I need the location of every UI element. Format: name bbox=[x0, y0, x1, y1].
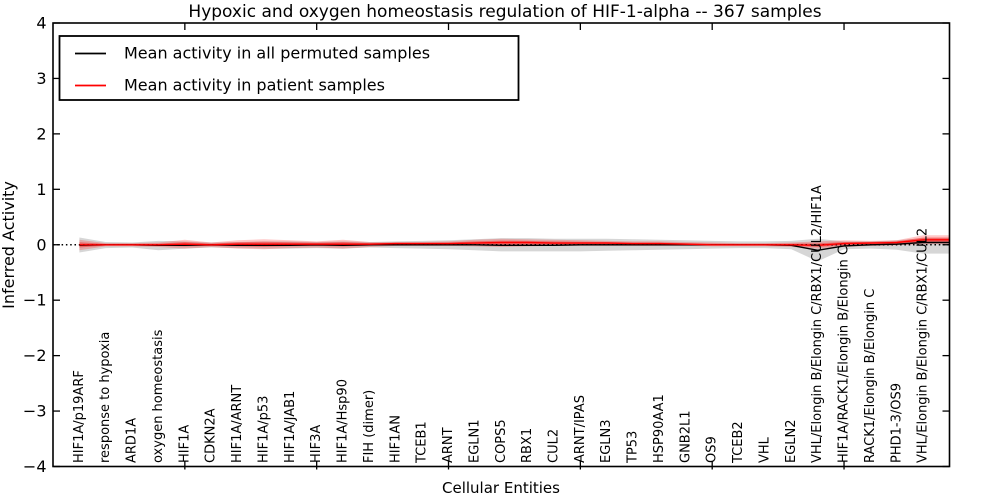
legend-label-patient: Mean activity in patient samples bbox=[124, 76, 385, 95]
x-category-label: ARNT/IPAS bbox=[573, 395, 588, 463]
x-category-label: VHL/Elongin B/Elongin C/RBX1/CUL2/HIF1A bbox=[810, 185, 825, 463]
x-category-label: EGLN2 bbox=[784, 419, 799, 463]
y-tick-label: −3 bbox=[23, 402, 47, 421]
x-category-label: GNB2L1 bbox=[678, 410, 693, 463]
y-tick-label: 3 bbox=[36, 69, 46, 88]
x-category-label: HIF1A/Hsp90 bbox=[336, 379, 351, 463]
y-tick-labels: 4 3 2 1 0 −1 −2 −3 −4 bbox=[23, 14, 47, 477]
x-category-label: OS9 bbox=[705, 436, 720, 463]
patient-mean-line bbox=[79, 239, 950, 247]
legend-box bbox=[58, 35, 520, 101]
x-category-label: ARNT bbox=[441, 427, 456, 463]
x-category-label: HIF1A/p53 bbox=[256, 396, 271, 463]
x-category-label: COPS5 bbox=[494, 419, 509, 463]
x-category-label: HIF3A bbox=[309, 425, 324, 463]
x-category-label: EGLN1 bbox=[467, 419, 482, 463]
x-category-label: VHL bbox=[757, 436, 772, 463]
x-category-label: HIF1A/RACK1/Elongin B/Elongin C bbox=[837, 246, 852, 463]
y-tick-label: 2 bbox=[36, 124, 46, 143]
x-category-label: HIF1A/p19ARF bbox=[72, 370, 87, 463]
legend: Mean activity in all permuted samples Me… bbox=[58, 35, 520, 101]
y-tick-label: 0 bbox=[36, 235, 46, 254]
x-category-label: HIF1A/ARNT bbox=[230, 385, 245, 463]
x-category-label: TCEB1 bbox=[415, 421, 430, 464]
x-category-label: PHD1-3/OS9 bbox=[889, 383, 904, 463]
x-category-label: HIF1A bbox=[177, 425, 192, 463]
y-tick-label: −1 bbox=[23, 291, 47, 310]
legend-label-permuted: Mean activity in all permuted samples bbox=[124, 44, 430, 63]
mean-lines bbox=[79, 239, 950, 252]
x-category-label: TCEB2 bbox=[731, 421, 746, 464]
x-category-label: CDKN2A bbox=[204, 408, 219, 463]
x-category-label: VHL/Elongin B/Elongin C/RBX1/CUL2 bbox=[916, 228, 931, 463]
x-category-label: HIF1A/JAB1 bbox=[283, 391, 298, 463]
permuted-band bbox=[79, 237, 950, 262]
x-category-label: oxygen homeostasis bbox=[151, 329, 166, 463]
x-category-label: FIH (dimer) bbox=[362, 390, 377, 463]
x-category-label: response to hypoxia bbox=[98, 332, 113, 463]
x-category-label: HIF1AN bbox=[388, 415, 403, 463]
plot-frame bbox=[52, 22, 951, 468]
x-category-label: RBX1 bbox=[520, 428, 535, 463]
x-category-label: TP53 bbox=[626, 431, 641, 464]
y-tick-label: −4 bbox=[23, 457, 47, 476]
y-tick-label: 1 bbox=[36, 180, 46, 199]
axis-ticks bbox=[53, 22, 949, 470]
x-category-label: RACK1/Elongin B/Elongin C bbox=[863, 289, 878, 463]
y-axis-label: Inferred Activity bbox=[0, 181, 18, 309]
chart-title: Hypoxic and oxygen homeostasis regulatio… bbox=[188, 2, 821, 22]
x-category-label: HSP90AA1 bbox=[652, 394, 667, 463]
y-tick-label: −2 bbox=[23, 346, 47, 365]
y-tick-label: 4 bbox=[36, 14, 46, 33]
x-category-label: ARD1A bbox=[125, 418, 140, 463]
x-category-label: EGLN3 bbox=[599, 419, 614, 463]
x-category-labels: HIF1A/p19ARF response to hypoxia ARD1A oxyg… bbox=[72, 185, 931, 464]
x-category-label: CUL2 bbox=[546, 429, 561, 463]
x-axis-label: Cellular Entities bbox=[442, 479, 560, 497]
